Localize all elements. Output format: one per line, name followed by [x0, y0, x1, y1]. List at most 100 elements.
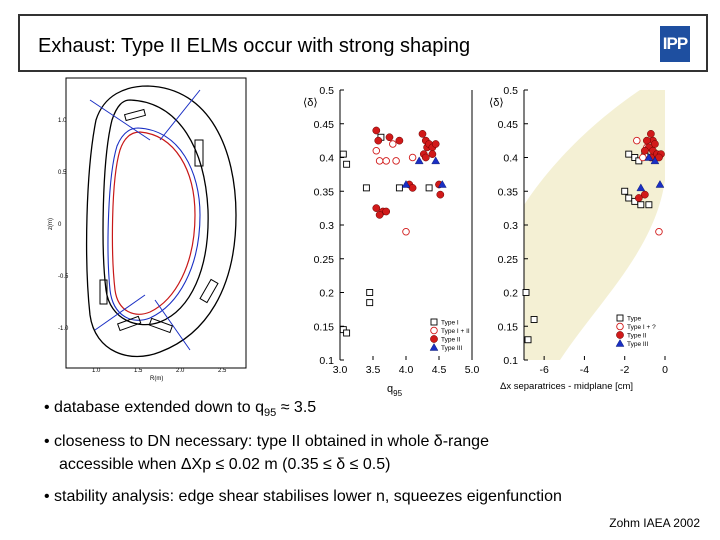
divertor-tile-3 [194, 139, 204, 167]
dx-scatter-panel: 0.5 0.45 0.4 0.35 0.3 0.25 0.2 0.15 0.1 -6 -4 -2 0 T… [489, 85, 668, 392]
data-point [402, 227, 410, 236]
legend-label: Type [627, 316, 641, 323]
panel2-points [522, 130, 665, 344]
eq-ytick-label: -0.5 [58, 274, 69, 280]
eq-ytick-label: 0.5 [58, 170, 67, 176]
data-point [615, 339, 625, 347]
ytick-label: 0.25 [314, 254, 335, 266]
data-point [431, 156, 441, 165]
data-point [616, 314, 624, 322]
divertor-tile-4 [199, 278, 219, 304]
data-point [425, 184, 433, 192]
xtick-label: 3.5 [366, 364, 381, 376]
panel1-points [339, 126, 447, 337]
divertor-tile-1 [116, 315, 142, 332]
xtick-label: 4.5 [432, 364, 447, 376]
plasma-boundary-blue [107, 127, 201, 321]
xtick-label: -4 [580, 364, 589, 376]
equilibrium-yticks: 1.0 0.5 0 -0.5 -1.0 [58, 118, 69, 332]
ytick-label: 0.35 [314, 186, 335, 198]
ytick-label: 0.1 [319, 355, 334, 367]
data-point [625, 150, 633, 158]
legend-label: Type II [627, 333, 647, 340]
eq-xtick-label: 2.5 [218, 368, 227, 374]
equilibrium-panel: z(m) R(m) 1.0 1.5 2.0 2.5 1.0 0.5 0 -0.5 -1.0 [48, 77, 247, 382]
bullet-database-prefix: • database extended down to q [44, 399, 264, 416]
q95-scatter-panel: 0.5 0.45 0.4 0.35 0.3 0.25 0.2 0.15 0.13.0 3.5 4.0… [303, 85, 479, 398]
data-point [636, 183, 646, 192]
data-point [374, 136, 383, 145]
data-point [375, 211, 384, 219]
divertor-tile-2 [148, 317, 174, 334]
divertor-tile-6 [123, 108, 147, 122]
data-point [655, 227, 663, 236]
data-point [375, 157, 384, 165]
title-frame [18, 14, 708, 72]
data-point [372, 126, 381, 135]
ytick-label: 0.1 [503, 355, 518, 367]
xtick-label: -6 [539, 364, 548, 376]
data-point [392, 157, 400, 165]
data-point [616, 322, 624, 331]
data-point [429, 343, 439, 351]
panel2-ticks: 0.5 0.45 0.4 0.35 0.3 0.25 0.2 0.15 0.1 -6 -4 -2 0 [498, 85, 669, 376]
data-point [421, 153, 430, 162]
ytick-label: 0.15 [498, 321, 519, 333]
eq-ytick-label: 1.0 [58, 118, 67, 124]
ytick-label: 0.3 [319, 220, 334, 232]
separatrix-leg-2 [159, 89, 201, 141]
data-point [372, 146, 381, 155]
data-point [372, 204, 381, 212]
data-point [436, 190, 445, 199]
bullet-dn-cont: accessible when ΔXp ≤ 0.02 m (0.35 ≤ δ ≤… [59, 456, 391, 473]
data-point [644, 153, 654, 161]
logo-text: IPP [662, 34, 688, 53]
data-point [647, 130, 655, 138]
equilibrium-frame [65, 77, 247, 369]
data-point [395, 136, 404, 145]
ytick-label: 0.2 [319, 288, 334, 300]
xtick-label: 0 [662, 364, 668, 376]
legend-label: Type I [441, 320, 459, 327]
eq-xtick-label: 1.5 [134, 368, 143, 374]
ytick-label: 0.5 [319, 85, 334, 97]
data-point [343, 160, 351, 168]
data-point [524, 336, 532, 344]
data-point [389, 140, 397, 148]
ipp-logo: IPP [660, 26, 690, 62]
ytick-label: 0.45 [314, 119, 335, 131]
data-point [408, 184, 417, 192]
data-point [430, 335, 438, 343]
plasma-boundary-red [111, 131, 196, 315]
data-point [633, 136, 641, 145]
data-point [430, 326, 438, 335]
bullet-database-sub: 95 [264, 407, 277, 420]
data-point [431, 140, 440, 148]
separatrix-leg-1 [89, 99, 151, 141]
data-point [643, 136, 651, 145]
xtick-label: 4.0 [399, 364, 414, 376]
data-point [395, 184, 403, 192]
panel2-shaded-region [524, 90, 665, 360]
data-point [362, 184, 370, 192]
data-point [382, 207, 391, 216]
legend-label: Type I + II [441, 328, 470, 335]
xtick-label: -2 [620, 364, 629, 376]
vessel-outer-wall [85, 85, 237, 358]
data-point [343, 329, 351, 337]
divertor-tile-5 [99, 279, 108, 305]
legend-label: Type III [441, 345, 463, 352]
data-point [616, 331, 624, 339]
bullet-dn: • closeness to DN necessary: type II obt… [44, 433, 489, 450]
data-point [418, 130, 427, 138]
data-point [655, 180, 665, 188]
legend-label: Type III [627, 341, 649, 348]
ytick-label: 0.2 [503, 288, 518, 300]
bullet-database: • database extended down to q95 ≈ 3.5 [44, 399, 316, 419]
data-point [414, 156, 424, 165]
equilibrium-ylabel: z(m) [48, 218, 54, 230]
data-point [639, 153, 647, 162]
bullet-database-suffix: ≈ 3.5 [276, 399, 317, 416]
credit: Zohm IAEA 2002 [609, 516, 700, 530]
